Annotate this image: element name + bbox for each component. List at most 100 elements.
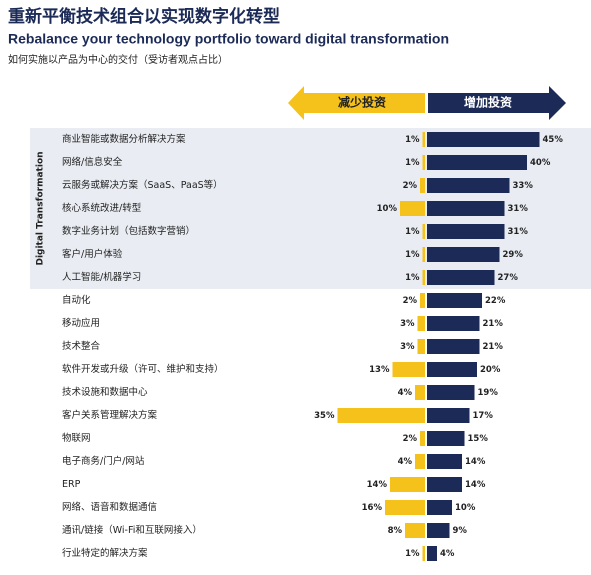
bar [427,270,495,285]
group-label: Digital Transformation [36,151,46,265]
value-label: 1% [405,135,420,145]
value-label: 33% [513,181,534,191]
value-label: 16% [362,503,383,513]
value-label: 4% [440,549,455,559]
category-label: 商业智能或数据分析解决方案 [62,133,186,145]
value-label: 2% [403,434,418,444]
category-label: 技术设施和数据中心 [62,386,148,398]
bar [427,155,527,170]
value-label: 14% [465,480,486,490]
bar [392,362,425,377]
bar [385,500,425,515]
value-label: 21% [483,342,504,352]
value-label: 4% [398,457,413,467]
value-label: 14% [367,480,388,490]
bar [422,270,425,285]
value-label: 27% [498,273,519,283]
value-label: 1% [405,250,420,260]
value-label: 10% [377,204,398,214]
legend-label: 增加投资 [464,95,512,110]
bar [427,316,480,331]
bar [420,431,425,446]
value-label: 40% [530,158,551,168]
bar [417,316,425,331]
value-label: 1% [405,227,420,237]
value-label: 2% [403,181,418,191]
bar [390,477,425,492]
bar [337,408,425,423]
bar [427,500,452,515]
value-label: 1% [405,158,420,168]
category-label: 移动应用 [62,317,100,329]
value-label: 4% [398,388,413,398]
category-label: 技术整合 [62,340,101,352]
chart-title: 重新平衡技术组合以实现数字化转型 [8,6,280,27]
bar [427,224,505,239]
category-label: 客户/用户体验 [62,248,123,260]
value-label: 1% [405,549,420,559]
bar [427,201,505,216]
bar [405,523,425,538]
bar [427,477,462,492]
category-label: 云服务或解决方案（SaaS、PaaS等） [62,179,223,191]
bar [415,454,425,469]
bar [427,408,470,423]
value-label: 2% [403,296,418,306]
legend: 减少投资 增加投资 [288,86,566,120]
category-label: ERP [62,479,81,490]
legend-label: 减少投资 [338,95,386,110]
value-label: 8% [388,526,403,536]
value-label: 31% [508,227,529,237]
category-label: 网络、语音和数据通信 [62,501,157,513]
category-label: 客户关系管理解决方案 [62,409,158,421]
category-label: 网络/信息安全 [62,156,123,168]
bar [427,385,475,400]
legend-arrow-left [288,86,425,120]
value-label: 15% [468,434,489,444]
bar [427,293,482,308]
bar [427,362,477,377]
value-label: 31% [508,204,529,214]
value-label: 3% [400,319,415,329]
bar [422,155,425,170]
bar [422,247,425,262]
bar [427,178,510,193]
value-label: 3% [400,342,415,352]
value-label: 20% [480,365,501,375]
value-label: 22% [485,296,506,306]
value-label: 17% [473,411,494,421]
category-label: 通讯/链接（Wi-Fi和互联网接入） [62,524,202,536]
bar [427,454,462,469]
category-label: 物联网 [62,432,91,444]
bar [420,178,425,193]
bar [415,385,425,400]
value-label: 1% [405,273,420,283]
bar [427,247,500,262]
value-label: 29% [503,250,524,260]
bar [427,431,465,446]
bar [422,224,425,239]
bar [427,339,480,354]
category-label: 电子商务/门户/网站 [62,455,145,467]
chart-note: 如何实施以产品为中心的交付（受访者观点占比） [8,53,228,66]
value-label: 9% [453,526,468,536]
category-label: 数字业务计划（包括数字营销） [62,225,195,237]
value-label: 21% [483,319,504,329]
bar [427,132,540,147]
bar [422,132,425,147]
value-label: 10% [455,503,476,513]
value-label: 13% [369,365,390,375]
bar [427,546,437,561]
category-label: 行业特定的解决方案 [62,547,148,559]
category-label: 自动化 [62,294,91,306]
bar [427,523,450,538]
legend-arrow-right [428,86,566,120]
bar [422,546,425,561]
value-label: 45% [543,135,564,145]
bar [420,293,425,308]
bar [400,201,425,216]
value-label: 19% [478,388,499,398]
category-label: 软件开发或升级（许可、维护和支持） [62,363,224,375]
value-label: 14% [465,457,486,467]
